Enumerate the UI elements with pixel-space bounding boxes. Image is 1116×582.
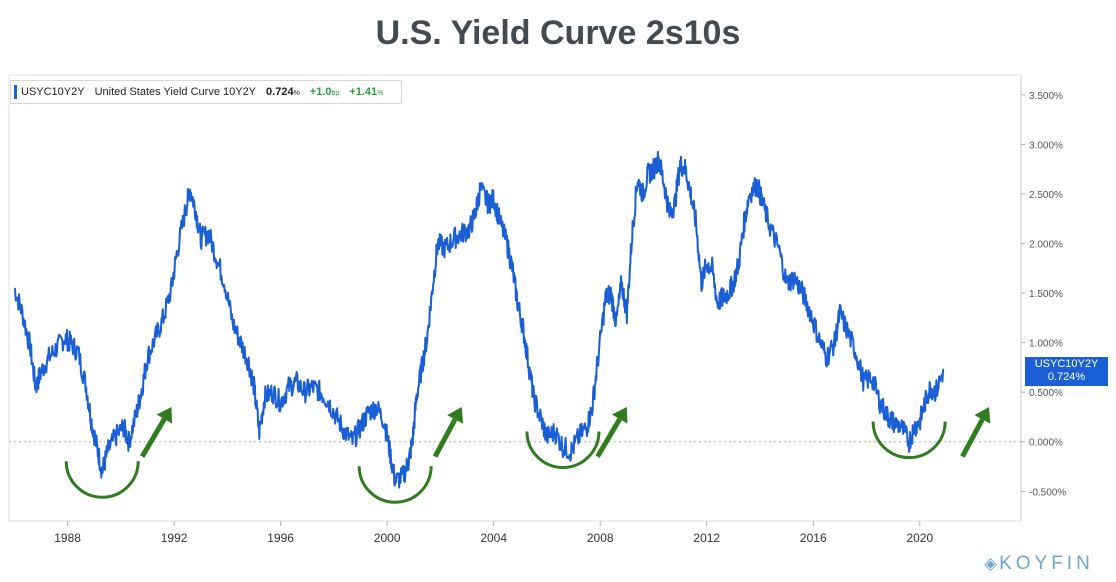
legend-series-swatch (14, 85, 17, 99)
x-tick-label: 2020 (906, 531, 933, 545)
up-arrow-shaft (595, 417, 622, 458)
legend-series-name: United States Yield Curve 10Y2Y (94, 86, 257, 98)
trough-arc (357, 466, 433, 504)
brand-logo-text: KOYFIN (999, 553, 1094, 574)
trough-arc (64, 461, 140, 499)
trough-arc (525, 431, 601, 469)
legend-change-bp: +1.0bp (309, 86, 340, 98)
legend-value: 0.724% (266, 86, 300, 98)
x-tick-label: 2008 (587, 531, 614, 545)
last-value-tag-ticker: USYC10Y2Y (1034, 358, 1099, 370)
up-arrow-shaft (140, 417, 167, 458)
y-tick-label: 3.500% (1029, 91, 1063, 102)
legend-ticker: USYC10Y2Y (21, 86, 85, 98)
x-tick-label: 1988 (54, 531, 81, 545)
y-tick-label: 0.500% (1029, 388, 1063, 399)
x-tick-label: 2000 (374, 531, 401, 545)
chart-title: U.S. Yield Curve 2s10s (375, 14, 741, 52)
y-tick-label: 2.000% (1029, 239, 1063, 250)
series-line-usyc10y2y (13, 150, 945, 489)
up-arrow-shaft (960, 418, 985, 458)
x-tick-label: 2012 (693, 531, 720, 545)
last-value-tag-value: 0.724% (1047, 371, 1086, 383)
brand-logo: ◈ KOYFIN (984, 553, 1094, 575)
y-tick-label: 2.500% (1029, 190, 1063, 201)
y-tick-label: 1.500% (1029, 289, 1063, 300)
x-tick-label: 2016 (800, 531, 827, 545)
y-tick-label: 1.000% (1029, 339, 1063, 350)
up-arrow-head (156, 407, 173, 424)
up-arrow-shaft (432, 418, 458, 458)
legend-change-pct: +1.41% (349, 86, 384, 98)
brand-logo-icon: ◈ (984, 554, 998, 573)
x-tick-label: 1996 (267, 531, 294, 545)
y-tick-label: -0.500% (1029, 487, 1066, 498)
trough-arc (871, 421, 947, 460)
y-tick-label: 0.000% (1029, 438, 1063, 449)
y-tick-label: 3.000% (1029, 140, 1063, 151)
up-arrow-head (447, 407, 464, 424)
up-arrow-head (974, 407, 991, 424)
legend-box[interactable]: USYC10Y2Y United States Yield Curve 10Y2… (10, 80, 403, 104)
x-tick-label: 2004 (480, 531, 507, 545)
last-value-tag: USYC10Y2Y 0.724% (1025, 357, 1108, 386)
up-arrow-head (611, 407, 628, 424)
x-tick-label: 1992 (161, 531, 188, 545)
